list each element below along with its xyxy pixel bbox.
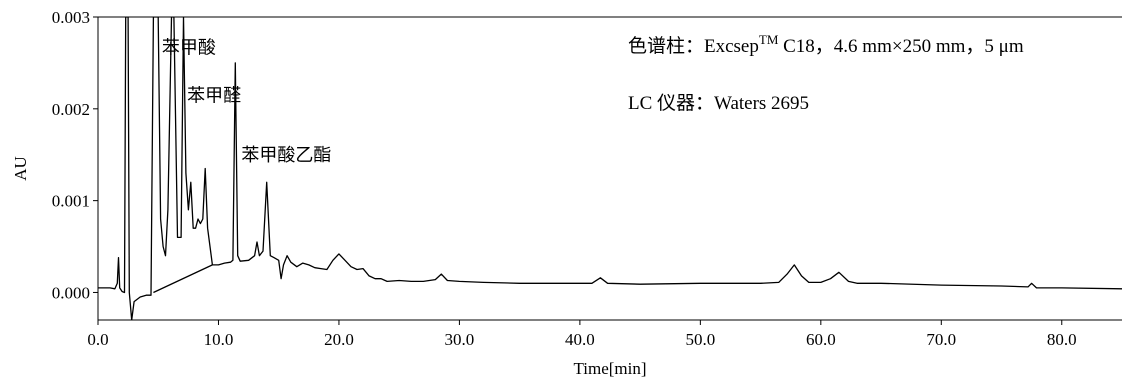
plot-frame	[97, 16, 1122, 321]
instrument-line: LC 仪器：Waters 2695	[628, 93, 809, 114]
x-tick-label: 0.0	[87, 330, 108, 349]
column-info-suffix: C18，4.6 mm×250 mm，5 μm	[778, 36, 1023, 57]
x-tick-label: 20.0	[324, 330, 354, 349]
column-info-trademark: TM	[759, 32, 779, 47]
peak-label: 苯甲酸	[162, 38, 216, 59]
x-tick-label: 80.0	[1047, 330, 1077, 349]
x-tick-label: 60.0	[806, 330, 836, 349]
peak-label: 苯甲醛	[187, 85, 241, 106]
y-axis: 0.000 0.001 0.002 0.003	[52, 8, 98, 302]
x-tick-label: 30.0	[445, 330, 475, 349]
y-axis-title: AU	[11, 156, 30, 181]
x-tick-label: 10.0	[204, 330, 234, 349]
chromatogram-trace	[98, 17, 1122, 320]
peak-label: 苯甲酸乙酯	[241, 145, 331, 166]
y-tick-label: 0.000	[52, 283, 90, 302]
instrument-info: 色谱柱：ExcsepTM C18，4.6 mm×250 mm，5 μm LC 仪…	[628, 32, 1024, 114]
baseline-segment	[153, 264, 213, 294]
x-axis: 0.0 10.0 20.0 30.0 40.0 50.0 60.0 70.0 80.0	[87, 320, 1077, 349]
x-tick-label: 40.0	[565, 330, 595, 349]
y-tick-label: 0.001	[52, 192, 90, 211]
column-info-prefix: 色谱柱：Excsep	[628, 35, 759, 57]
x-tick-label: 70.0	[926, 330, 956, 349]
y-tick-label: 0.003	[52, 8, 90, 27]
x-axis-title: Time[min]	[573, 359, 646, 378]
x-tick-label: 50.0	[685, 330, 715, 349]
y-tick-label: 0.002	[52, 100, 90, 119]
series-group	[98, 17, 1122, 320]
column-info: 色谱柱：ExcsepTM C18，4.6 mm×250 mm，5 μm	[628, 32, 1024, 57]
